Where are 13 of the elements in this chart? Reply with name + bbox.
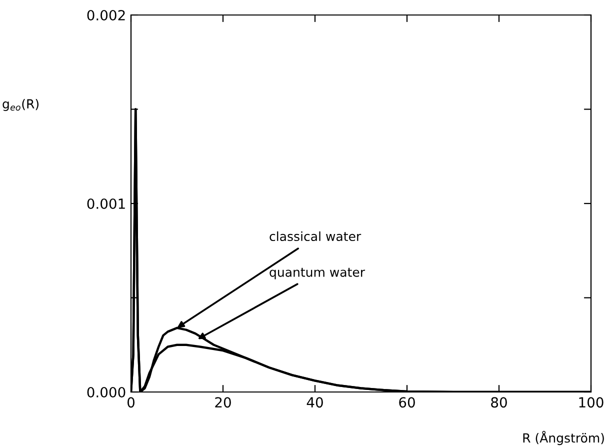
x-tick-label: 0 [127, 397, 134, 408]
x-tick-label: 80 [491, 397, 507, 408]
x-tick-label: 60 [399, 397, 415, 408]
y-tick-label: 0.000 [87, 386, 126, 398]
y-tick-label: 0.001 [87, 198, 125, 209]
x-tick-label: 20 [215, 397, 231, 408]
x-tick-label: 100 [579, 397, 604, 408]
annotation: quantum water [270, 268, 366, 280]
y-tick-label: 0.002 [87, 10, 125, 20]
x-axis-title: R (Ångström) [523, 430, 604, 446]
y-axis-title: g$_{eo}$(R) [2, 98, 38, 112]
annotation: classical water [270, 231, 362, 242]
x-tick-label: 40 [306, 397, 323, 408]
